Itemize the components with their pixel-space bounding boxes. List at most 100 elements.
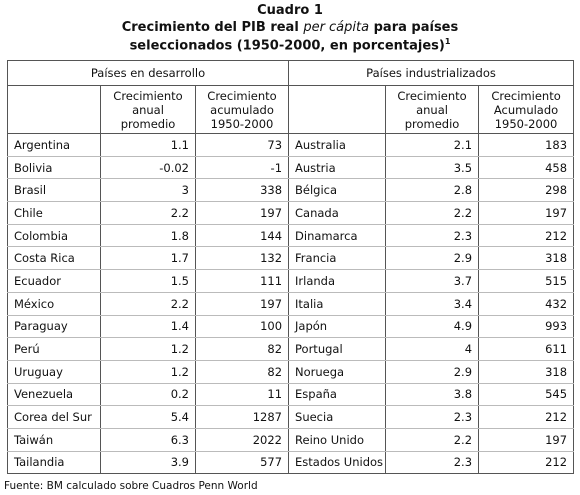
value-cell: 1.5 (100, 269, 196, 293)
value-cell: 132 (194, 246, 290, 271)
country-cell: Chile (7, 201, 101, 225)
country-cell: México (7, 292, 101, 316)
value-cell: 1.8 (100, 224, 196, 248)
country-cell: Australia (288, 133, 387, 157)
value-cell: 1.1 (100, 133, 196, 157)
table-row: Corea del Sur 5.4 1287 Suecia 2.3 212 (7, 405, 575, 429)
footnote-mark: 1 (444, 37, 451, 46)
value-cell: 318 (478, 246, 575, 271)
header-line: promedio (120, 116, 176, 131)
country-cell: Ecuador (7, 269, 101, 293)
table-row: Tailandia 3.9 577 Estados Unidos 2.3 212 (7, 451, 575, 475)
country-cell: Dinamarca (288, 224, 387, 248)
value-cell: -0.02 (100, 156, 196, 180)
value-cell: 3.7 (385, 269, 480, 293)
table-row: Chile 2.2 197 Canada 2.2 197 (7, 201, 575, 225)
value-cell: 197 (478, 201, 575, 225)
country-cell: Venezuela (7, 383, 101, 407)
header-line: Crecimiento (397, 88, 467, 103)
value-cell: 458 (478, 156, 575, 180)
value-cell: 197 (194, 292, 290, 316)
table-row: Venezuela 0.2 11 España 3.8 545 (7, 383, 575, 407)
value-cell: 3 (100, 178, 196, 203)
value-cell: 3.8 (385, 383, 480, 407)
data-table: Países en desarrollo Países industrializa… (6, 60, 575, 475)
group-header: Países industrializados (288, 60, 575, 86)
header-line: 1950-2000 (494, 116, 558, 131)
country-cell: Japón (288, 315, 387, 339)
table-row: Colombia 1.8 144 Dinamarca 2.3 212 (7, 224, 575, 248)
country-cell: Perú (7, 337, 101, 361)
value-cell: 11 (194, 383, 290, 407)
value-cell: 1.4 (100, 315, 196, 339)
title-text: seleccionados (1950-2000, en porcentajes… (129, 38, 445, 54)
country-cell: Bélgica (288, 178, 387, 203)
country-cell: Argentina (7, 133, 101, 157)
group-header: Países en desarrollo (6, 60, 290, 86)
table-row: Argentina 1.1 73 Australia 2.1 183 (7, 133, 575, 157)
country-cell: Noruega (288, 360, 387, 384)
table-label: Cuadro 1 (257, 3, 323, 18)
title-italic: per cápita (303, 20, 370, 35)
header-line: Acumulado (493, 102, 559, 117)
header-cell (7, 85, 101, 134)
header-line: acumulado (210, 102, 274, 117)
value-cell: 2.3 (385, 224, 480, 248)
value-cell: 183 (478, 133, 575, 157)
country-cell: Corea del Sur (7, 405, 101, 429)
country-cell: Italia (288, 292, 387, 316)
value-cell: 2.9 (385, 246, 480, 271)
value-cell: 3.4 (385, 292, 480, 316)
header-line: Crecimiento (491, 88, 561, 103)
table-row: Ecuador 1.5 111 Irlanda 3.7 515 (7, 269, 575, 293)
value-cell: 3.9 (100, 451, 196, 475)
value-cell: 197 (478, 428, 575, 452)
value-cell: 2.9 (385, 360, 480, 384)
value-cell: 2.2 (385, 201, 480, 225)
value-cell: 4 (385, 337, 480, 361)
value-cell: 432 (478, 292, 575, 316)
value-cell: 197 (194, 201, 290, 225)
country-cell: Portugal (288, 337, 387, 361)
header-line: Crecimiento (207, 88, 277, 103)
table-row: Uruguay 1.2 82 Noruega 2.9 318 (7, 360, 575, 384)
country-cell: Colombia (7, 224, 101, 248)
value-cell: 2.3 (385, 451, 480, 475)
value-cell: 2022 (194, 428, 290, 452)
value-cell: 611 (478, 337, 575, 361)
value-cell: 212 (478, 405, 575, 429)
table-row: Paraguay 1.4 100 Japón 4.9 993 (7, 315, 575, 339)
country-cell: Austria (288, 156, 387, 180)
value-cell: 2.8 (385, 178, 480, 203)
country-cell: Reino Unido (288, 428, 387, 452)
value-cell: 993 (478, 315, 575, 339)
value-cell: 82 (194, 360, 290, 384)
title-line: seleccionados (1950-2000, en porcentajes… (0, 37, 580, 53)
country-cell: Costa Rica (7, 246, 101, 271)
value-cell: 577 (194, 451, 290, 475)
title-line: Crecimiento del PIB real per cápita para… (0, 20, 580, 35)
value-cell: 4.9 (385, 315, 480, 339)
header-cell: Crecimiento anual promedio (100, 85, 196, 134)
title-text: para países (373, 20, 459, 35)
country-cell: Paraguay (7, 315, 101, 339)
value-cell: 2.2 (385, 428, 480, 452)
value-cell: 2.1 (385, 133, 480, 157)
table-row: Perú 1.2 82 Portugal 4 611 (7, 337, 575, 361)
value-cell: 144 (194, 224, 290, 248)
header-cell: Crecimiento acumulado 1950-2000 (194, 85, 290, 134)
country-cell: Brasil (7, 178, 101, 203)
source: Fuente: BM calculado sobre Cuadros Penn … (4, 480, 258, 492)
value-cell: 515 (478, 269, 575, 293)
header-line: anual (416, 102, 448, 117)
country-cell: Francia (288, 246, 387, 271)
header-cell: Crecimiento Acumulado 1950-2000 (478, 85, 575, 134)
value-cell: 2.2 (100, 201, 196, 225)
value-cell: 3.5 (385, 156, 480, 180)
value-cell: 298 (478, 178, 575, 203)
value-cell: 6.3 (100, 428, 196, 452)
table-row: Bolivia -0.02 -1 Austria 3.5 458 (7, 156, 575, 180)
country-cell: Suecia (288, 405, 387, 429)
country-cell: Bolivia (7, 156, 101, 180)
